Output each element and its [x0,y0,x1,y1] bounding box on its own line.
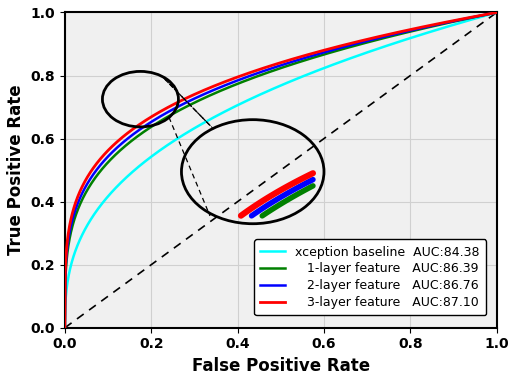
xception baseline  AUC:84.38 [252,95,258,99]
   1-layer feature   AUC:86.39 [406,29,412,34]
   2-layer feature   AUC:86.76 [106,153,112,158]
Y-axis label: True Positive Rate: True Positive Rate [7,85,25,256]
   3-layer feature   AUC:87.10 [398,29,405,34]
   2-layer feature   AUC:86.76 [236,78,243,82]
xception baseline  AUC:84.38 [406,36,412,40]
   2-layer feature   AUC:86.76 [494,10,500,15]
   3-layer feature   AUC:87.10 [252,69,258,73]
X-axis label: False Positive Rate: False Positive Rate [192,357,370,375]
Line:    3-layer feature   AUC:87.10: 3-layer feature AUC:87.10 [65,13,497,328]
   1-layer feature   AUC:86.39 [398,31,405,36]
   3-layer feature   AUC:87.10 [62,325,68,330]
   2-layer feature   AUC:86.76 [406,29,412,33]
xception baseline  AUC:84.38 [106,193,112,197]
   1-layer feature   AUC:86.39 [358,42,364,46]
Line: xception baseline  AUC:84.38: xception baseline AUC:84.38 [65,13,497,328]
xception baseline  AUC:84.38 [494,10,500,15]
Line:    1-layer feature   AUC:86.39: 1-layer feature AUC:86.39 [65,13,497,328]
xception baseline  AUC:84.38 [358,52,364,57]
   3-layer feature   AUC:87.10 [236,74,243,79]
   1-layer feature   AUC:86.39 [106,159,112,163]
Legend: xception baseline  AUC:84.38,    1-layer feature   AUC:86.39,    2-layer feature: xception baseline AUC:84.38, 1-layer fea… [254,240,486,315]
   1-layer feature   AUC:86.39 [236,81,243,85]
   2-layer feature   AUC:86.76 [62,325,68,330]
   3-layer feature   AUC:87.10 [358,39,364,43]
   1-layer feature   AUC:86.39 [252,75,258,79]
Line:    2-layer feature   AUC:86.76: 2-layer feature AUC:86.76 [65,13,497,328]
xception baseline  AUC:84.38 [236,102,243,107]
   1-layer feature   AUC:86.39 [62,325,68,330]
   2-layer feature   AUC:86.76 [358,40,364,45]
   2-layer feature   AUC:86.76 [252,72,258,76]
   3-layer feature   AUC:87.10 [494,10,500,15]
xception baseline  AUC:84.38 [62,325,68,330]
   2-layer feature   AUC:86.76 [398,30,405,35]
   1-layer feature   AUC:86.39 [494,10,500,15]
   3-layer feature   AUC:87.10 [106,147,112,152]
xception baseline  AUC:84.38 [398,39,405,43]
   3-layer feature   AUC:87.10 [406,28,412,32]
